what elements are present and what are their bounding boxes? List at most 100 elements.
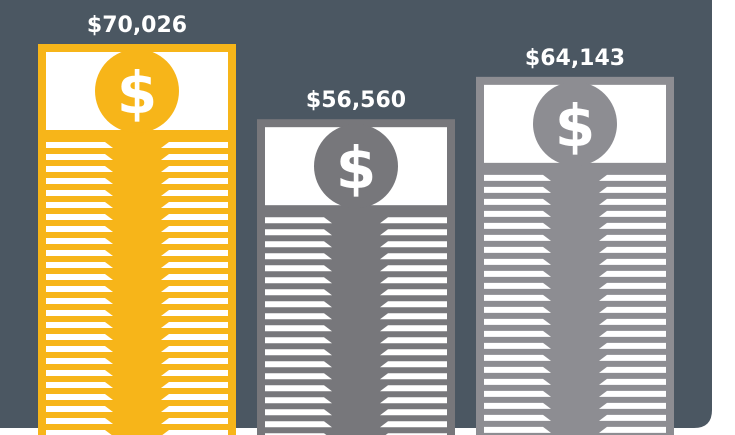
stripe	[161, 286, 228, 292]
stripe	[46, 346, 113, 352]
stripe	[46, 274, 113, 280]
stripe	[484, 222, 551, 229]
stripe	[161, 142, 228, 148]
stripe	[161, 322, 228, 328]
stripe	[380, 337, 447, 344]
stripe	[161, 358, 228, 364]
stripe	[380, 361, 447, 368]
stripe	[161, 262, 228, 268]
stripe	[46, 322, 113, 328]
stripe	[161, 382, 228, 388]
coin-symbol: $	[555, 92, 595, 160]
stripe	[380, 313, 447, 320]
stripe	[484, 174, 551, 181]
stripe	[46, 202, 113, 208]
stripe	[46, 178, 113, 184]
stripe	[46, 226, 113, 232]
stripe	[380, 385, 447, 392]
coin	[95, 49, 179, 133]
stripe	[380, 289, 447, 296]
stripe	[380, 397, 447, 404]
stripe	[484, 186, 551, 193]
stripe	[46, 286, 113, 292]
stripe	[380, 409, 447, 416]
stripe	[46, 310, 113, 316]
stripe	[265, 373, 332, 380]
value-label: $70,026	[87, 13, 187, 38]
stripe	[380, 373, 447, 380]
stripe	[599, 270, 666, 277]
stripe	[484, 234, 551, 241]
stripe	[265, 229, 332, 236]
stripe	[265, 289, 332, 296]
stripe	[265, 217, 332, 224]
stripe	[380, 229, 447, 236]
stripe	[599, 198, 666, 205]
stripe	[380, 277, 447, 284]
stripe	[46, 334, 113, 340]
stripe	[380, 349, 447, 356]
stripe	[599, 390, 666, 397]
stripe	[46, 430, 112, 435]
stripe	[484, 414, 551, 421]
stripe	[599, 378, 666, 385]
stripe	[46, 262, 113, 268]
stripe	[265, 361, 332, 368]
stripe	[265, 301, 332, 308]
stripe	[380, 253, 447, 260]
stripe	[599, 318, 666, 325]
stripe	[46, 406, 113, 412]
stripe	[599, 330, 666, 337]
stripe	[161, 202, 228, 208]
stripe	[380, 241, 447, 248]
stripe	[380, 301, 447, 308]
stripe	[599, 282, 666, 289]
stripe	[265, 241, 332, 248]
stripe	[484, 282, 551, 289]
value-label: $64,143	[525, 46, 625, 71]
stripe	[161, 250, 228, 256]
stripe	[599, 342, 666, 349]
stripe	[484, 426, 551, 433]
stripe	[265, 253, 332, 260]
stripe	[161, 298, 228, 304]
stripe	[484, 210, 551, 217]
stripe	[161, 190, 228, 196]
stripe	[599, 426, 666, 433]
stripe	[599, 222, 666, 229]
stripe	[599, 306, 666, 313]
money-stack: $ $70,026	[38, 13, 236, 435]
stripe	[46, 358, 113, 364]
stripe	[265, 325, 332, 332]
coin-symbol: $	[336, 134, 376, 202]
stripe	[265, 409, 332, 416]
stripe	[161, 178, 228, 184]
stripe	[161, 154, 228, 160]
stripe	[380, 265, 447, 272]
stripe	[46, 370, 113, 376]
stripe	[599, 174, 666, 181]
stripe	[484, 366, 551, 373]
stripe	[265, 265, 332, 272]
stripe	[484, 354, 551, 361]
stripe	[380, 325, 447, 332]
stripe	[265, 313, 332, 320]
stripe	[484, 342, 551, 349]
coin	[314, 124, 398, 209]
stripe	[161, 334, 228, 340]
stripe	[161, 310, 228, 316]
stripe	[265, 277, 332, 284]
stripe	[599, 354, 666, 361]
money-stack: $ $64,143	[476, 46, 674, 435]
stripe	[46, 142, 113, 148]
stripe	[599, 234, 666, 241]
stripe	[161, 394, 228, 400]
stripe	[265, 337, 332, 344]
stripe	[484, 390, 551, 397]
stripe	[46, 214, 113, 220]
stripe	[484, 258, 551, 265]
stripe	[46, 166, 113, 172]
stripe	[161, 346, 228, 352]
stripe	[380, 217, 447, 224]
stripe	[484, 246, 551, 253]
